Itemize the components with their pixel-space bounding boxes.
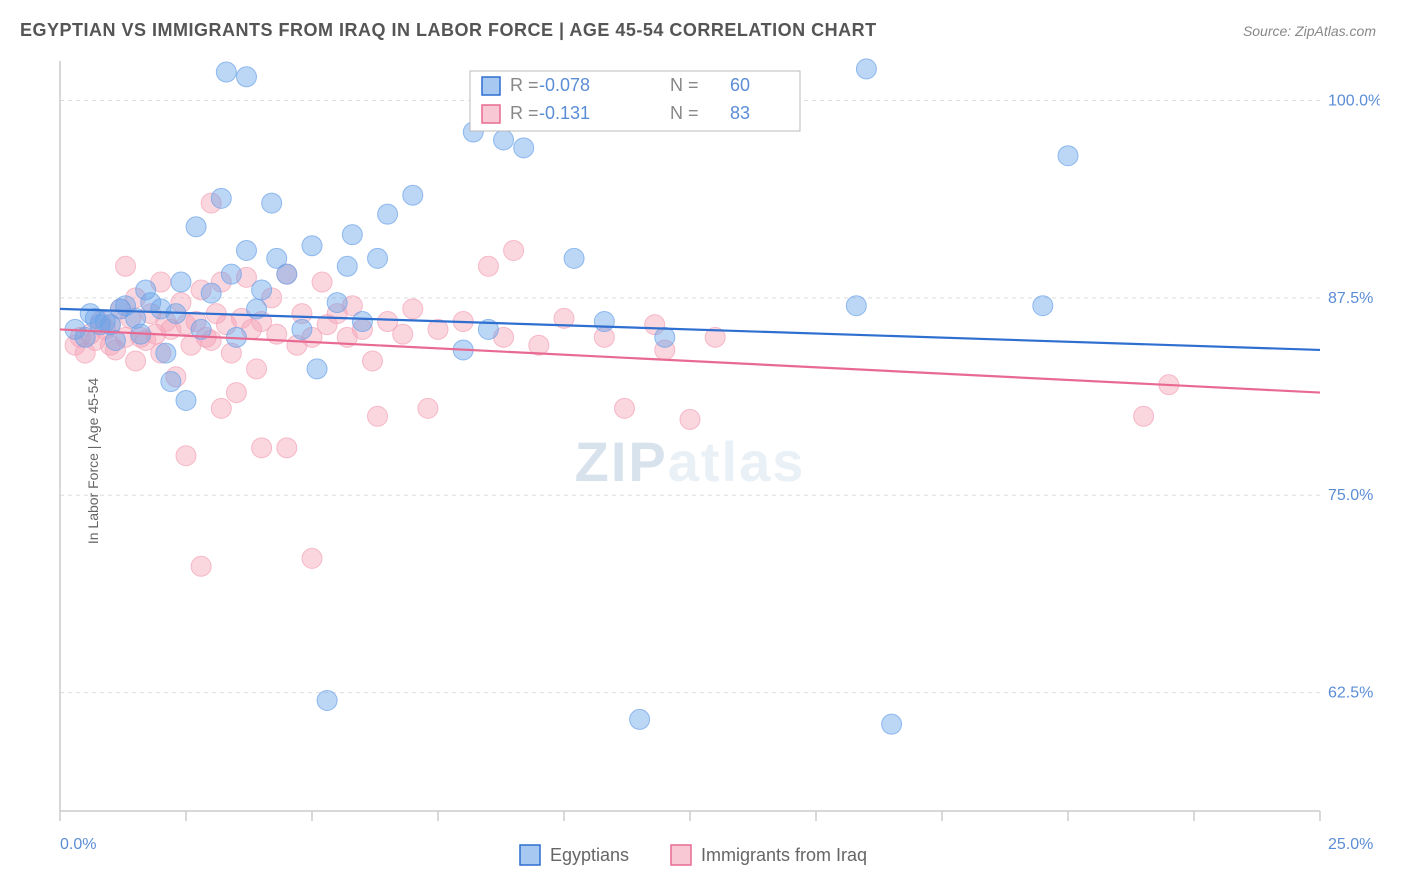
scatter-point (368, 248, 388, 268)
scatter-point (221, 264, 241, 284)
scatter-point (191, 556, 211, 576)
scatter-point (368, 406, 388, 426)
scatter-point (186, 217, 206, 237)
scatter-point (342, 225, 362, 245)
scatter-point (337, 256, 357, 276)
scatter-point (252, 438, 272, 458)
scatter-point (680, 409, 700, 429)
source-attribution: Source: ZipAtlas.com (1243, 23, 1376, 39)
scatter-point (594, 312, 614, 332)
scatter-point (1058, 146, 1078, 166)
svg-text:75.0%: 75.0% (1328, 487, 1373, 504)
scatter-point (494, 130, 514, 150)
scatter-point (478, 256, 498, 276)
svg-text:-0.078: -0.078 (539, 75, 590, 95)
legend-label: Immigrants from Iraq (701, 845, 867, 865)
scatter-point (307, 359, 327, 379)
scatter-point (317, 690, 337, 710)
legend-swatch (671, 845, 691, 865)
scatter-point (302, 236, 322, 256)
scatter-point (327, 293, 347, 313)
scatter-point (630, 709, 650, 729)
scatter-point (352, 312, 372, 332)
scatter-point (156, 343, 176, 363)
scatter-point (252, 280, 272, 300)
scatter-point (882, 714, 902, 734)
scatter-point (201, 283, 221, 303)
scatter-point (1033, 296, 1053, 316)
svg-text:100.0%: 100.0% (1328, 92, 1380, 109)
svg-text:ZIPatlas: ZIPatlas (575, 430, 806, 493)
scatter-point (211, 398, 231, 418)
scatter-point (1134, 406, 1154, 426)
scatter-point (514, 138, 534, 158)
scatter-point (216, 62, 236, 82)
svg-text:0.0%: 0.0% (60, 836, 96, 853)
scatter-point (504, 240, 524, 260)
scatter-point (362, 351, 382, 371)
scatter-point (211, 188, 231, 208)
legend-label: Egyptians (550, 845, 629, 865)
scatter-point (126, 351, 146, 371)
legend-swatch (520, 845, 540, 865)
scatter-point (312, 272, 332, 292)
scatter-point (393, 324, 413, 344)
scatter-point (236, 240, 256, 260)
svg-text:60: 60 (730, 75, 750, 95)
scatter-point (856, 59, 876, 79)
scatter-point (171, 272, 191, 292)
y-axis-label: In Labor Force | Age 45-54 (85, 378, 101, 544)
scatter-point (161, 372, 181, 392)
scatter-point (564, 248, 584, 268)
svg-text:R =: R = (510, 103, 539, 123)
scatter-point (302, 548, 322, 568)
chart-title: EGYPTIAN VS IMMIGRANTS FROM IRAQ IN LABO… (20, 20, 877, 41)
scatter-point (277, 438, 297, 458)
scatter-point (247, 359, 267, 379)
scatter-point (292, 319, 312, 339)
scatter-point (614, 398, 634, 418)
svg-text:62.5%: 62.5% (1328, 685, 1373, 702)
scatter-point (403, 299, 423, 319)
trend-line (60, 329, 1320, 392)
svg-text:N =: N = (670, 103, 699, 123)
svg-text:83: 83 (730, 103, 750, 123)
scatter-point (403, 185, 423, 205)
scatter-point (277, 264, 297, 284)
scatter-point (176, 390, 196, 410)
scatter-point (236, 67, 256, 87)
legend-swatch (482, 105, 500, 123)
svg-text:N =: N = (670, 75, 699, 95)
scatter-point (262, 193, 282, 213)
legend-swatch (482, 77, 500, 95)
scatter-point (226, 383, 246, 403)
svg-text:-0.131: -0.131 (539, 103, 590, 123)
svg-text:R =: R = (510, 75, 539, 95)
scatter-point (116, 256, 136, 276)
scatter-point (418, 398, 438, 418)
scatter-point (378, 204, 398, 224)
scatter-point (846, 296, 866, 316)
scatter-point (655, 327, 675, 347)
correlation-chart: 62.5% 75.0% 87.5% 100.0% 0.0% 25.0% ZIPatlas R … (20, 51, 1380, 871)
scatter-point (176, 446, 196, 466)
svg-text:87.5%: 87.5% (1328, 290, 1373, 307)
svg-text:25.0%: 25.0% (1328, 836, 1373, 853)
